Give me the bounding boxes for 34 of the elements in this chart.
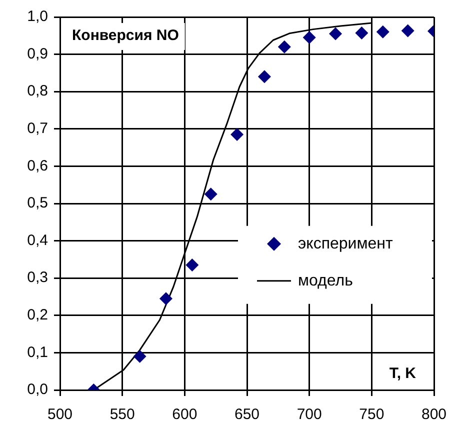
- y-tick-label: 0,3: [27, 269, 48, 286]
- y-tick-label: 0,5: [27, 194, 48, 212]
- point: [204, 188, 218, 201]
- y-tick-label: 0,1: [27, 344, 48, 361]
- x-tick-label: 600: [172, 406, 198, 424]
- y-tick-label: 0,4: [27, 232, 48, 249]
- point: [186, 258, 199, 272]
- x-tick-label: 750: [359, 406, 384, 424]
- point: [159, 292, 172, 306]
- y-tick-label: 0,0: [27, 381, 48, 398]
- point: [302, 31, 316, 44]
- x-tick-label: 650: [234, 406, 260, 424]
- legend-label: эксперимент: [298, 235, 394, 252]
- y-tick-label: 1,0: [27, 8, 48, 26]
- y-tick-label: 0,2: [27, 306, 48, 324]
- x-tick-label: 500: [47, 406, 73, 424]
- point: [278, 40, 291, 54]
- legend-label: модель: [298, 272, 353, 290]
- point: [401, 24, 414, 38]
- y-tick-label: 0,6: [27, 157, 48, 174]
- x-axis-title: T, K: [389, 365, 416, 382]
- point: [230, 128, 244, 141]
- y-tick-label: 0,8: [27, 82, 48, 100]
- point: [133, 350, 146, 363]
- point: [376, 25, 390, 38]
- x-tick-label: 800: [421, 406, 447, 424]
- point: [329, 27, 342, 40]
- y-tick-label: 0,9: [27, 45, 48, 62]
- y-tick-label: 0,7: [27, 120, 48, 138]
- x-tick-label: 550: [110, 406, 135, 424]
- point: [355, 26, 368, 40]
- text: Конверсия NO: [72, 27, 180, 44]
- point: [258, 70, 271, 84]
- x-tick-label: 700: [296, 406, 322, 424]
